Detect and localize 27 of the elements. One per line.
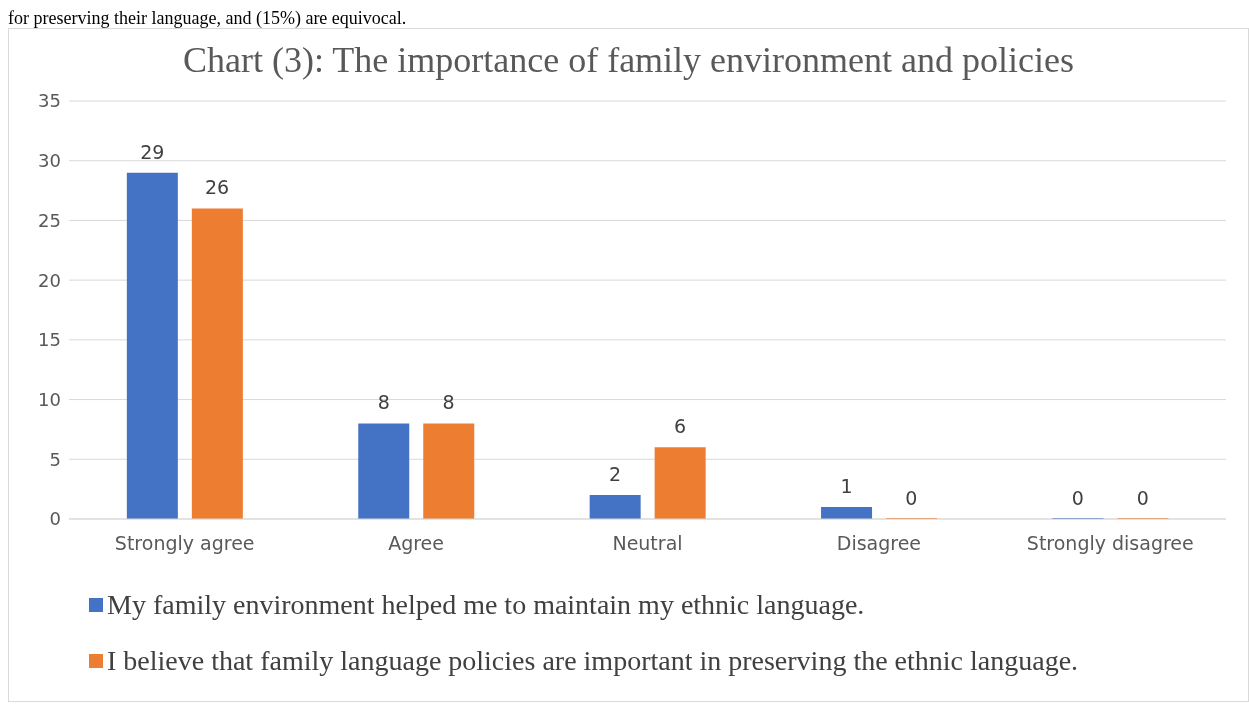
y-tick-label: 10 (38, 388, 61, 410)
data-label: 8 (377, 391, 390, 414)
x-tick-label: Agree (388, 532, 445, 555)
data-label: 2 (609, 463, 622, 486)
data-label: 0 (1071, 487, 1084, 509)
data-label: 26 (205, 176, 230, 199)
y-tick-label: 5 (49, 448, 61, 470)
y-tick-label: 30 (38, 150, 61, 172)
data-label: 0 (905, 487, 918, 509)
x-tick-label: Neutral (612, 532, 683, 555)
x-tick-label: Strongly agree (114, 532, 255, 555)
y-tick-label: 15 (38, 329, 61, 351)
chart-title: Chart (3): The importance of family environment and policies (181, 39, 1076, 81)
text: for preserving their language, and (15%) are equivocal. (8, 8, 408, 28)
y-tick-label: 35 (38, 90, 61, 112)
legend-label: My family environment helped me to maintain my ethnic language. (107, 589, 865, 621)
data-label: 6 (673, 415, 686, 438)
legend-label: I believe that family language policies are important in preserving the ethnic language. (107, 645, 1079, 677)
y-tick-label: 25 (38, 209, 61, 231)
y-tick-label: 0 (49, 508, 61, 530)
data-label: 29 (140, 140, 165, 163)
x-tick-label: Disagree (836, 532, 922, 555)
data-label: 1 (840, 475, 853, 498)
x-tick-label: Strongly disagree (1026, 532, 1194, 555)
y-tick-label: 20 (38, 269, 61, 291)
data-label: 8 (442, 391, 455, 414)
data-label: 0 (1136, 487, 1149, 509)
